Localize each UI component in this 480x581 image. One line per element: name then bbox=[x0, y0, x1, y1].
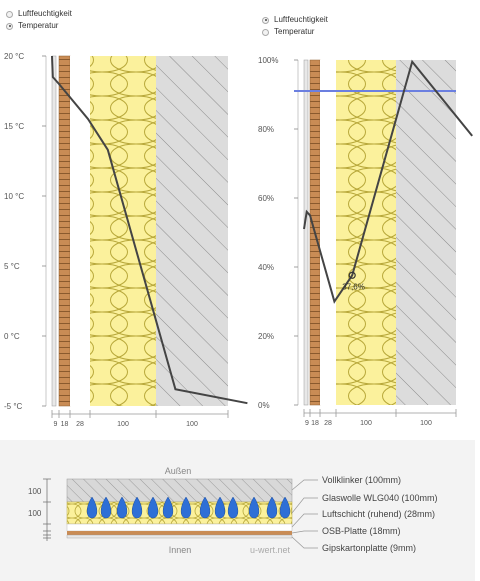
right-option-temperature-label: Temperatur bbox=[274, 27, 315, 36]
left-option-temperature-label: Temperatur bbox=[18, 21, 59, 30]
droplet-icon bbox=[147, 496, 159, 519]
droplet-icon bbox=[162, 496, 174, 519]
right-option-humidity[interactable]: Luftfeuchtigkeit bbox=[262, 14, 328, 26]
right-option-group: Luftfeuchtigkeit Temperatur bbox=[262, 14, 328, 38]
right-option-humidity-label: Luftfeuchtigkeit bbox=[274, 15, 328, 24]
outside-label: Außen bbox=[165, 466, 192, 476]
x-layer-label: 18 bbox=[61, 421, 69, 428]
left-option-temperature[interactable]: Temperatur bbox=[6, 20, 72, 32]
legend-layer-label: Gipskartonplatte (9mm) bbox=[322, 543, 416, 553]
right-radio-humidity[interactable] bbox=[262, 16, 269, 24]
leader-line bbox=[291, 479, 318, 491]
left-layer-osb bbox=[58, 55, 71, 407]
legend-layer-names: Vollklinker (100mm) Glaswolle WLG040 (100… bbox=[322, 475, 438, 553]
y-tick-label: 0 °C bbox=[4, 332, 20, 341]
left-layer-clinker bbox=[156, 56, 228, 406]
y-tick-label: 100% bbox=[258, 56, 278, 65]
droplet-icon bbox=[180, 496, 192, 519]
legend-layer-clinker bbox=[66, 478, 293, 503]
x-layer-label: 9 bbox=[305, 420, 309, 427]
legend-layer-label: OSB-Platte (18mm) bbox=[322, 526, 401, 536]
droplet-icon bbox=[199, 496, 211, 519]
y-tick-label: 40% bbox=[258, 263, 274, 272]
right-layer-gypsum bbox=[303, 59, 309, 406]
leader-line bbox=[291, 513, 318, 528]
legend-diagram: Außen Innen u-wert.net 100 100 Vollklink… bbox=[28, 466, 438, 555]
x-layer-label: 18 bbox=[311, 420, 319, 427]
right-layer-insulation bbox=[336, 60, 396, 405]
x-layer-label: 100 bbox=[360, 420, 372, 427]
thickness-label-clinker: 100 bbox=[28, 487, 42, 496]
x-layer-label: 28 bbox=[324, 420, 332, 427]
legend-leader-lines bbox=[291, 479, 318, 549]
left-option-group: Luftfeuchtigkeit Temperatur bbox=[6, 8, 72, 32]
right-marker-label: 37,6% bbox=[342, 282, 365, 291]
legend-layer-gypsum bbox=[66, 534, 293, 539]
left-option-humidity[interactable]: Luftfeuchtigkeit bbox=[6, 8, 72, 20]
legend-layer-osb bbox=[67, 531, 292, 535]
y-tick-label: 20% bbox=[258, 332, 274, 341]
x-layer-label: 100 bbox=[420, 420, 432, 427]
left-radio-humidity[interactable] bbox=[6, 10, 13, 18]
inside-label: Innen bbox=[169, 545, 192, 555]
droplet-icon bbox=[86, 496, 98, 519]
leader-line bbox=[291, 530, 318, 534]
x-layer-label: 28 bbox=[76, 421, 84, 428]
thickness-label-insulation: 100 bbox=[28, 509, 42, 518]
y-tick-label: 20 °C bbox=[4, 52, 24, 61]
left-layer-gypsum bbox=[51, 55, 57, 407]
left-temperature-curve bbox=[51, 55, 248, 405]
left-layer-airgap bbox=[70, 56, 90, 406]
right-chart: 100% 80% 60% 40% 20% 0% 9 18 28 100 100 37,6% bbox=[258, 56, 473, 427]
y-tick-label: 10 °C bbox=[4, 192, 24, 201]
legend-layer-label: Glaswolle WLG040 (100mm) bbox=[322, 493, 438, 503]
condensation-droplets bbox=[86, 496, 291, 519]
y-tick-label: 60% bbox=[258, 194, 274, 203]
y-tick-label: 15 °C bbox=[4, 122, 24, 131]
y-tick-label: -5 °C bbox=[4, 402, 23, 411]
x-layer-label: 100 bbox=[117, 421, 129, 428]
x-layer-label: 9 bbox=[54, 421, 58, 428]
droplet-icon bbox=[227, 496, 239, 519]
legend-layer-label: Luftschicht (ruhend) (28mm) bbox=[322, 509, 435, 519]
droplet-icon bbox=[116, 496, 128, 519]
right-layer-airgap bbox=[320, 60, 336, 405]
right-option-temperature[interactable]: Temperatur bbox=[262, 26, 328, 38]
watermark: u-wert.net bbox=[250, 545, 291, 555]
right-marker-point[interactable] bbox=[348, 271, 356, 279]
droplet-icon bbox=[214, 496, 226, 519]
droplet-icon bbox=[100, 496, 112, 519]
left-layer-insulation bbox=[90, 56, 156, 406]
droplet-icon bbox=[248, 496, 260, 519]
left-radio-temperature[interactable] bbox=[6, 22, 13, 30]
y-tick-label: 80% bbox=[258, 125, 274, 134]
left-option-humidity-label: Luftfeuchtigkeit bbox=[18, 9, 72, 18]
droplet-icon bbox=[131, 496, 143, 519]
y-tick-label: 5 °C bbox=[4, 262, 20, 271]
right-radio-temperature[interactable] bbox=[262, 28, 269, 36]
left-chart: 20 °C 15 °C 10 °C 5 °C 0 °C -5 °C 9 18 28 100 100 bbox=[4, 52, 248, 428]
right-humidity-curve bbox=[303, 59, 473, 304]
droplet-icon bbox=[266, 496, 278, 519]
y-tick-label: 0% bbox=[258, 401, 270, 410]
legend-layer-airgap bbox=[66, 523, 293, 532]
x-layer-label: 100 bbox=[186, 421, 198, 428]
leader-line bbox=[291, 536, 318, 549]
legend-layer-label: Vollklinker (100mm) bbox=[322, 475, 401, 485]
leader-line bbox=[291, 497, 318, 514]
right-layer-clinker bbox=[396, 60, 456, 405]
droplet-icon bbox=[279, 496, 291, 519]
